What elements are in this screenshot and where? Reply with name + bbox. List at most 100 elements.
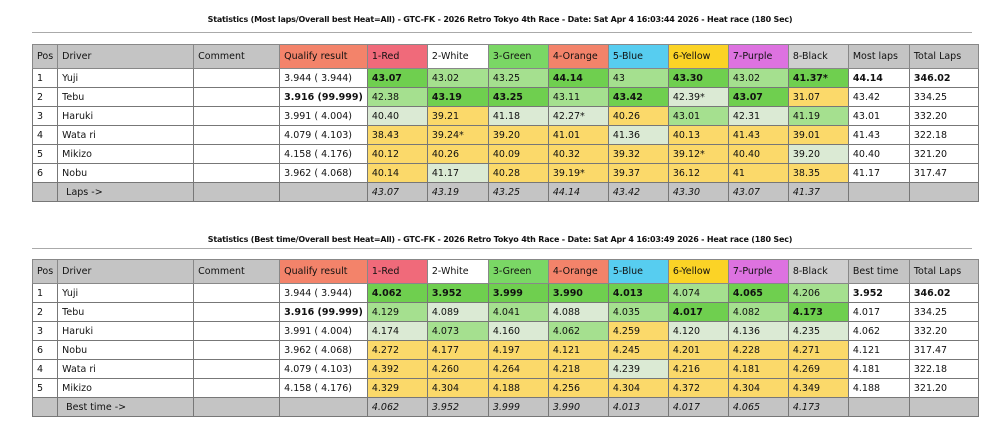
lane-cell: 4.174 xyxy=(366,321,428,341)
column-header: Driver xyxy=(57,44,195,69)
qualify-cell: 3.916 (99.999) xyxy=(279,302,368,322)
stats-title-best-time: Statistics (Best time/Overall best Heat=… xyxy=(207,235,793,244)
lane-cell: 43 xyxy=(607,68,669,88)
pos-cell: 4 xyxy=(31,125,59,145)
driver-cell: Haruki xyxy=(57,321,195,341)
footer-empty xyxy=(847,182,910,202)
lane-cell: 4.206 xyxy=(787,283,849,303)
lane-cell: 4.304 xyxy=(426,378,489,398)
lane-cell: 39.12* xyxy=(667,144,729,164)
footer-best-value: 44.14 xyxy=(547,182,609,202)
lane-cell: 3.999 xyxy=(487,283,549,303)
stat-cell: 4.062 xyxy=(847,321,910,341)
column-header: Pos xyxy=(31,44,59,69)
lane-cell: 4.197 xyxy=(487,340,549,360)
footer-best-value: 43.19 xyxy=(426,182,489,202)
lane-cell: 40.26 xyxy=(607,106,669,126)
footer-best-value: 43.42 xyxy=(607,182,669,202)
total-laps-cell: 321.20 xyxy=(908,144,979,164)
lane-cell: 4.201 xyxy=(667,340,729,360)
best-time-table: Pos Driver Comment Qualify result 1-Red 2-Whi… xyxy=(31,259,979,417)
comment-cell xyxy=(193,125,281,145)
column-header: 1-Red xyxy=(366,44,428,69)
column-header: 7-Purple xyxy=(727,259,789,284)
lane-cell: 31.07 xyxy=(787,87,849,107)
footer-best-value: 43.30 xyxy=(667,182,729,202)
driver-cell: Mikizo xyxy=(57,144,195,164)
total-laps-cell: 334.25 xyxy=(908,302,979,322)
column-header: Driver xyxy=(57,259,195,284)
column-header: Total Laps xyxy=(908,259,979,284)
lane-cell: 41.43 xyxy=(727,125,789,145)
lane-cell: 42.39* xyxy=(667,87,729,107)
lane-cell: 40.32 xyxy=(547,144,609,164)
lane-cell: 4.035 xyxy=(607,302,669,322)
column-header: 8-Black xyxy=(787,259,849,284)
footer-best-value: 41.37 xyxy=(787,182,849,202)
lane-cell: 4.062 xyxy=(547,321,609,341)
lane-cell: 43.07 xyxy=(366,68,428,88)
lane-cell: 4.181 xyxy=(727,359,789,379)
lane-cell: 41.18 xyxy=(487,106,549,126)
stat-cell: 43.01 xyxy=(847,106,910,126)
lane-cell: 39.21 xyxy=(426,106,489,126)
column-header: Best time xyxy=(847,259,910,284)
footer-label: Laps -> xyxy=(57,182,195,202)
lane-cell: 4.041 xyxy=(487,302,549,322)
lane-cell: 39.20 xyxy=(487,125,549,145)
lane-cell: 41.19 xyxy=(787,106,849,126)
lane-cell: 42.38 xyxy=(366,87,428,107)
lane-cell: 4.235 xyxy=(787,321,849,341)
column-header: Qualify result xyxy=(279,44,368,69)
table-row: 1 Yuji 3.944 ( 3.944) 43.07 43.02 43.25 44.14 4… xyxy=(31,68,979,88)
lane-cell: 4.216 xyxy=(667,359,729,379)
driver-cell: Wata ri xyxy=(57,359,195,379)
lane-cell: 4.129 xyxy=(366,302,428,322)
lane-cell: 4.062 xyxy=(366,283,428,303)
column-header: Comment xyxy=(193,259,281,284)
qualify-cell: 3.944 ( 3.944) xyxy=(279,68,368,88)
lane-cell: 43.19 xyxy=(426,87,489,107)
pos-cell: 3 xyxy=(31,321,59,341)
footer-best-value: 43.07 xyxy=(366,182,428,202)
total-laps-cell: 334.25 xyxy=(908,87,979,107)
lane-cell: 36.12 xyxy=(667,163,729,183)
driver-cell: Nobu xyxy=(57,340,195,360)
lane-cell: 43.25 xyxy=(487,68,549,88)
column-header: 7-Purple xyxy=(727,44,789,69)
driver-cell: Wata ri xyxy=(57,125,195,145)
lane-cell: 39.20 xyxy=(787,144,849,164)
comment-cell xyxy=(193,106,281,126)
table-row: 1 Yuji 3.944 ( 3.944) 4.062 3.952 3.999 3.990 4… xyxy=(31,283,979,303)
table-row: 6 Nobu 3.962 ( 4.068) 40.14 41.17 40.28 39.19*… xyxy=(31,163,979,183)
footer-empty xyxy=(193,397,281,417)
footer-best-value: 43.07 xyxy=(727,182,789,202)
column-header: 3-Green xyxy=(487,44,549,69)
lane-cell: 3.990 xyxy=(547,283,609,303)
column-header: 1-Red xyxy=(366,259,428,284)
comment-cell xyxy=(193,340,281,360)
footer-best-value: 3.990 xyxy=(547,397,609,417)
lane-cell: 4.264 xyxy=(487,359,549,379)
column-header: 5-Blue xyxy=(607,44,669,69)
lane-cell: 39.24* xyxy=(426,125,489,145)
lane-cell: 39.19* xyxy=(547,163,609,183)
lane-cell: 4.089 xyxy=(426,302,489,322)
stats-title-most-laps: Statistics (Most laps/Overall best Heat=… xyxy=(207,15,793,24)
column-header: Total Laps xyxy=(908,44,979,69)
footer-best-value: 43.25 xyxy=(487,182,549,202)
qualify-cell: 4.079 ( 4.103) xyxy=(279,359,368,379)
column-header: 4-Orange xyxy=(547,44,609,69)
qualify-cell: 3.962 ( 4.068) xyxy=(279,340,368,360)
lane-cell: 4.120 xyxy=(667,321,729,341)
lane-cell: 4.173 xyxy=(787,302,849,322)
pos-cell: 5 xyxy=(31,378,59,398)
footer-best-value: 3.952 xyxy=(426,397,489,417)
pos-cell: 1 xyxy=(31,283,59,303)
qualify-cell: 3.991 ( 4.004) xyxy=(279,321,368,341)
lane-cell: 40.40 xyxy=(366,106,428,126)
total-laps-cell: 346.02 xyxy=(908,68,979,88)
lane-cell: 4.082 xyxy=(727,302,789,322)
lane-cell: 4.065 xyxy=(727,283,789,303)
driver-cell: Tebu xyxy=(57,87,195,107)
